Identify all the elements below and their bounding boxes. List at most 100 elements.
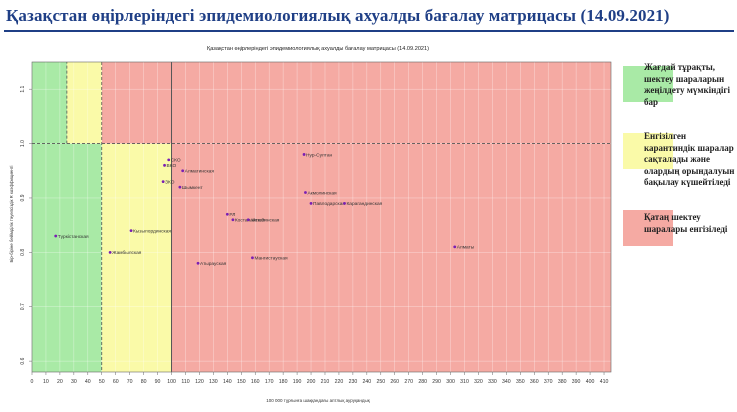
data-point (161, 180, 165, 184)
x-tick-label: 210 (321, 379, 330, 385)
zones-layer (32, 62, 611, 372)
point-label: Нур-Султан (306, 152, 332, 158)
point-label: Актюбинская (250, 218, 279, 224)
x-tick-label: 230 (349, 379, 358, 385)
x-tick-label: 120 (195, 379, 204, 385)
x-tick-label: 150 (237, 379, 246, 385)
x-tick-label: 0 (31, 379, 34, 385)
x-tick-label: 110 (181, 379, 189, 385)
point-label: ЗКО (165, 179, 175, 185)
data-point (309, 202, 313, 205)
x-tick-label: 410 (600, 379, 609, 385)
x-axis: 0 10 20 30 40 50 60 70 80 90 100 110 120 130 140 150 160… (31, 372, 609, 385)
y-axis-title: Бір-біріне бейімділік тәуелсіздік R коэф… (9, 165, 14, 262)
x-tick-label: 50 (99, 379, 105, 385)
point-label: Павлодарская (313, 201, 345, 207)
data-point (181, 169, 185, 173)
plot-frame (31, 61, 612, 373)
x-tick-label: 330 (488, 379, 497, 385)
x-tick-label: 180 (279, 379, 288, 385)
x-tick-label: 390 (572, 379, 581, 385)
point-label: Алматинская (185, 169, 215, 175)
point-label: РЛ (229, 212, 235, 218)
x-tick-label: 30 (71, 379, 77, 385)
zone-yellow (66, 62, 102, 144)
points-layer: Түркістанская Жамбылская Кызылординская СКО… (54, 152, 475, 267)
legend-swatch-yellow (623, 133, 673, 169)
y-axis: 0.6 0.7 0.8 0.9 1.0 1.1 (20, 85, 32, 365)
x-tick-label: 140 (223, 379, 232, 385)
x-tick-label: 280 (418, 379, 427, 385)
x-tick-label: 370 (544, 379, 553, 385)
x-tick-label: 380 (558, 379, 567, 385)
x-tick-label: 160 (251, 379, 260, 385)
point-label: Мангистауская (254, 256, 288, 262)
x-tick-label: 260 (390, 379, 399, 385)
point-label: Шымкент (182, 185, 204, 191)
y-tick-label: 0.7 (20, 303, 26, 310)
legend-text-green: Жағдай тұрақты, шектеу шараларын жеңілде… (644, 62, 731, 107)
point-label: Түркістанская (58, 234, 89, 240)
x-tick-label: 250 (376, 379, 385, 385)
x-tick-label: 40 (85, 379, 91, 385)
zone-yellow (101, 143, 172, 372)
chart-title: Қазақстан өңірлеріндегі эпидемиологиялық… (207, 46, 429, 52)
y-tick-label: 1.1 (20, 85, 26, 92)
point-label: Кызылординская (133, 228, 171, 234)
point-label: Атырауская (200, 261, 227, 267)
x-tick-label: 290 (432, 379, 441, 385)
legend-swatch-red (623, 210, 673, 246)
title-divider (4, 30, 734, 32)
x-tick-label: 20 (57, 379, 63, 385)
point-label: ВКО (167, 163, 177, 169)
data-point (251, 256, 254, 260)
slide-title: Қазақстан өңірлеріндегі эпидемиологиялық… (6, 6, 670, 25)
x-tick-label: 70 (127, 379, 133, 385)
reference-lines-layer (32, 62, 611, 372)
x-tick-label: 310 (460, 379, 469, 385)
data-point (246, 218, 250, 222)
x-tick-label: 360 (530, 379, 539, 385)
point-label: Акмолинская (307, 190, 337, 196)
data-point (302, 153, 306, 156)
x-axis-title: 100 000 тұрғынға шаққандағы аптлық ауруқ… (266, 398, 370, 403)
x-tick-label: 320 (474, 379, 483, 385)
x-tick-label: 220 (335, 379, 344, 385)
y-tick-label: 0.8 (20, 249, 26, 256)
x-tick-label: 240 (363, 379, 372, 385)
x-tick-label: 190 (293, 379, 302, 385)
x-tick-label: 340 (502, 379, 511, 385)
x-tick-label: 80 (141, 379, 147, 385)
data-point (196, 261, 200, 265)
y-tick-label: 0.6 (20, 357, 26, 364)
x-tick-label: 350 (516, 379, 525, 385)
point-label: Жамбылская (112, 250, 142, 256)
x-tick-label: 10 (43, 379, 49, 385)
data-point (231, 218, 235, 222)
x-tick-label: 170 (265, 379, 274, 385)
x-tick-label: 130 (209, 379, 218, 385)
point-label: Костанайская (235, 217, 266, 224)
x-tick-label: 200 (307, 379, 316, 385)
y-tick-label: 1.0 (20, 140, 26, 147)
data-point (343, 202, 346, 205)
x-tick-label: 270 (404, 379, 413, 385)
point-label: Карагандинская (347, 201, 383, 207)
x-tick-label: 90 (155, 379, 161, 385)
point-label: СКО (171, 158, 181, 164)
x-tick-label: 300 (446, 379, 455, 385)
y-tick-label: 0.9 (20, 194, 26, 201)
x-tick-label: 400 (586, 379, 595, 385)
data-point (129, 229, 133, 232)
zone-red (101, 62, 611, 144)
legend-swatch-green (623, 66, 673, 102)
legend-text-red: Қатаң шектеу шаралары енгізіледі (644, 212, 728, 234)
legend-text-yellow: Енгізілген карантиндік шаралар сақталады… (644, 131, 735, 187)
x-tick-label: 100 (167, 379, 176, 385)
data-point (167, 158, 171, 162)
data-point (163, 163, 166, 167)
data-point (225, 212, 229, 216)
point-label: Алматы (457, 245, 475, 251)
data-point (54, 234, 58, 238)
